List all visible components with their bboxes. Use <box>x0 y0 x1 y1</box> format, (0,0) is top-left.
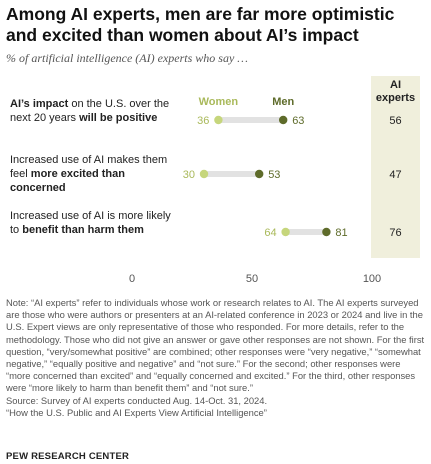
legend-men: Men <box>272 96 294 108</box>
label-men-row-3: 81 <box>335 227 347 239</box>
dot-women-row-2 <box>199 169 209 179</box>
dot-women-row-1 <box>214 115 223 125</box>
row-label-excited: Increased use of AI makes them feel more… <box>10 154 168 194</box>
row-label-benefit: Increased use of AI is more likely to be… <box>10 210 171 236</box>
label-men-row-1: 63 <box>292 115 304 127</box>
x-tick-50: 50 <box>246 273 258 285</box>
label-men-row-2: 53 <box>268 169 280 181</box>
note-text: Note: “AI experts” refer to individuals … <box>6 297 425 394</box>
source-text: Source: Survey of AI experts conducted A… <box>6 394 268 406</box>
label-women-row-3: 64 <box>264 227 276 239</box>
experts-column-header: AI experts <box>376 79 415 104</box>
experts-value-row-1: 56 <box>389 115 401 127</box>
x-tick-100: 100 <box>363 273 381 285</box>
brand-label: PEW RESEARCH CENTER <box>6 451 130 462</box>
dot-men-row-1 <box>279 115 288 125</box>
label-women-row-2: 30 <box>183 169 195 181</box>
experts-value-row-3: 76 <box>389 227 401 239</box>
experts-column-bg <box>371 76 420 258</box>
dot-plot: AI experts Women Men 36 63 56 30 53 47 64 81 76 0 50 10… <box>129 76 420 285</box>
label-women-row-1: 36 <box>197 115 209 127</box>
report-title: “How the U.S. Public and AI Experts View… <box>6 406 267 418</box>
dot-men-row-2 <box>255 169 264 179</box>
row-label-ai-impact: AI’s impact on the U.S. over the next 20… <box>10 98 170 124</box>
chart-subtitle: % of artificial intelligence (AI) expert… <box>6 51 248 65</box>
dot-women-row-3 <box>281 227 290 237</box>
chart-notes: Note: “AI experts” refer to individuals … <box>6 297 426 419</box>
dot-men-row-3 <box>322 227 331 237</box>
x-tick-0: 0 <box>129 273 135 285</box>
experts-value-row-2: 47 <box>389 169 401 181</box>
chart-title: Among AI experts, men are far more optim… <box>6 4 395 45</box>
legend-women: Women <box>199 96 239 108</box>
